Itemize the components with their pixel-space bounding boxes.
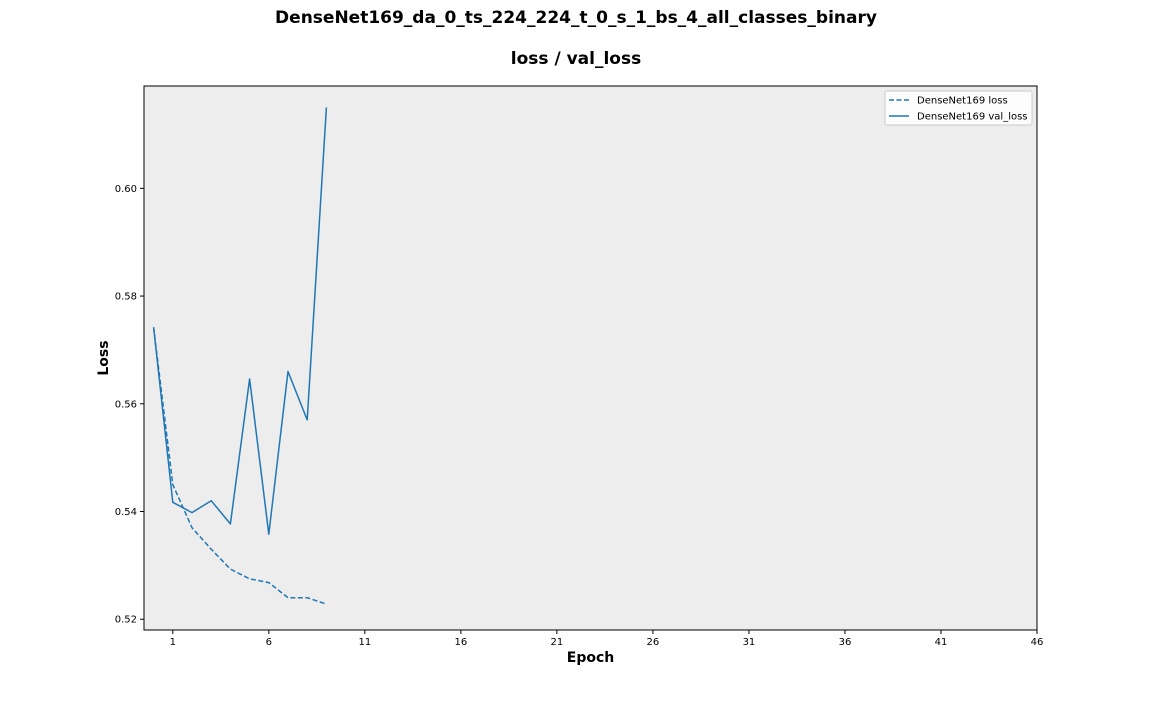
x-tick-label: 6 (266, 637, 272, 648)
legend-box (884, 90, 1033, 126)
chart-suptitle: DenseNet169_da_0_ts_224_224_t_0_s_1_bs_4… (275, 8, 877, 28)
legend: DenseNet169 loss DenseNet169 val_loss (884, 90, 1033, 126)
plot-area (144, 86, 1037, 630)
y-axis-ticks: 0.52 0.54 0.56 0.58 0.60 (115, 184, 144, 626)
x-tick-label: 11 (358, 637, 371, 648)
y-tick-label: 0.56 (115, 399, 137, 410)
y-tick-label: 0.58 (115, 292, 137, 303)
y-tick-label: 0.60 (115, 184, 137, 195)
series-line-val-loss (152, 107, 328, 535)
x-tick-label: 31 (743, 637, 756, 648)
x-tick-label: 16 (455, 637, 468, 648)
y-tick-label: 0.52 (115, 615, 137, 626)
x-tick-label: 26 (647, 637, 660, 648)
x-axis-label: Epoch (567, 650, 614, 666)
x-tick-label: 36 (839, 637, 852, 648)
series-lines (152, 107, 328, 605)
chart-title: loss / val_loss (510, 49, 642, 69)
x-tick-label: 46 (1031, 637, 1044, 648)
legend-label: DenseNet169 val_loss (917, 112, 1028, 123)
x-tick-label: 41 (935, 637, 948, 648)
y-tick-label: 0.54 (115, 507, 137, 518)
legend-label: DenseNet169 loss (917, 96, 1008, 107)
x-axis-ticks: 1 6 11 16 21 26 31 36 41 46 (170, 630, 1044, 648)
x-tick-label: 21 (551, 637, 564, 648)
plot-frame (143, 85, 1038, 631)
series-line-loss (152, 327, 327, 605)
y-axis-label: Loss (96, 340, 112, 375)
x-tick-label: 1 (170, 637, 176, 648)
